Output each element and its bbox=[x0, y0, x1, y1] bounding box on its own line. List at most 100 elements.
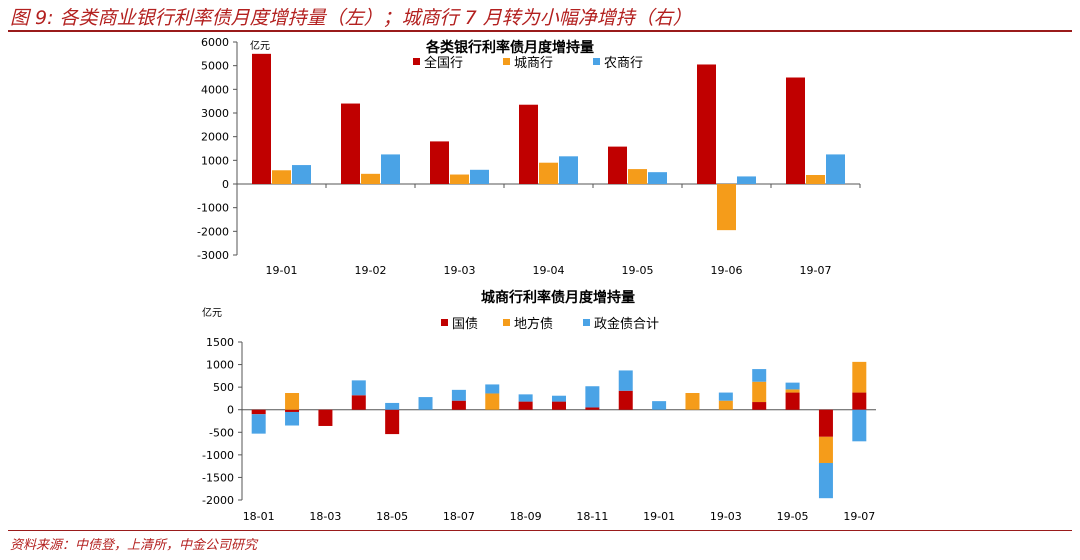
chart1-bar-城商行-19-07 bbox=[806, 175, 825, 184]
chart2-legend-swatch bbox=[441, 319, 448, 326]
chart2-title: 城商行利率债月度增持量 bbox=[481, 289, 635, 306]
chart1-legend-label: 全国行 bbox=[424, 55, 463, 71]
chart1-y-tick-label: 4000 bbox=[201, 83, 229, 96]
chart1-y-tick-label: 1000 bbox=[201, 154, 229, 167]
chart1-bar-全国行-19-05 bbox=[608, 146, 627, 184]
chart2-bar-政金债合计-19-05 bbox=[785, 382, 800, 390]
chart2-y-tick-label: 1000 bbox=[206, 359, 234, 372]
chart1-bar-农商行-19-07 bbox=[826, 154, 845, 184]
chart1-bar-城商行-19-04 bbox=[539, 162, 558, 184]
chart1-bar-全国行-19-01 bbox=[252, 53, 271, 185]
chart1-bar-全国行-19-07 bbox=[786, 77, 805, 184]
chart1-x-tick-label: 19-02 bbox=[355, 264, 387, 277]
chart2-unit-label: 亿元 bbox=[202, 306, 222, 319]
chart1-x-tick-label: 19-01 bbox=[266, 264, 298, 277]
chart2-x-tick-label: 18-09 bbox=[510, 510, 542, 523]
chart2-y-tick-label: -1500 bbox=[202, 471, 234, 484]
source-rule bbox=[8, 530, 1072, 531]
chart1-bar-全国行-19-03 bbox=[430, 141, 449, 184]
chart1-bar-全国行-19-02 bbox=[341, 103, 360, 184]
title-rule bbox=[8, 30, 1072, 32]
chart2-bar-政金债合计-18-01 bbox=[251, 414, 266, 434]
chart2-x-tick-label: 19-03 bbox=[710, 510, 742, 523]
chart1-bar-城商行-19-02 bbox=[361, 173, 380, 184]
chart2-legend-label: 地方债 bbox=[514, 316, 553, 332]
chart2-bar-政金债合计-18-10 bbox=[552, 395, 566, 402]
chart2-bar-地方债-19-05 bbox=[785, 389, 800, 393]
chart1-x-tick-label: 19-07 bbox=[800, 264, 832, 277]
chart1-legend-label: 农商行 bbox=[604, 56, 643, 71]
chart2-y-tick-label: 0 bbox=[227, 404, 234, 417]
chart1-bar-农商行-19-05 bbox=[648, 172, 667, 184]
chart1-unit-label: 亿元 bbox=[250, 39, 270, 52]
chart1-y-tick-label: 2000 bbox=[201, 131, 229, 144]
chart2-y-tick-label: 1500 bbox=[206, 336, 234, 349]
chart1-bar-全国行-19-04 bbox=[519, 104, 538, 184]
chart2-bar-政金债合计-18-05 bbox=[385, 402, 400, 410]
chart2-x-tick-label: 18-07 bbox=[443, 510, 475, 523]
chart2-bar-国债-19-06 bbox=[818, 409, 833, 437]
chart1-title: 各类银行利率债月度增持量 bbox=[425, 39, 594, 56]
chart2-bar-国债-18-02 bbox=[285, 409, 300, 412]
chart2-x-tick-label: 19-01 bbox=[643, 510, 675, 523]
chart2-bar-政金债合计-19-03 bbox=[718, 392, 733, 401]
chart2-x-tick-label: 19-07 bbox=[843, 510, 875, 523]
chart2-bar-政金债合计-19-01 bbox=[652, 401, 667, 410]
chart2-bar-国债-18-12 bbox=[618, 390, 633, 410]
chart2-bar-政金债合计-18-08 bbox=[485, 384, 500, 394]
chart2-bar-国债-19-05 bbox=[785, 392, 800, 410]
chart2-y-tick-label: -1000 bbox=[202, 449, 234, 462]
chart1-bar-城商行-19-01 bbox=[272, 170, 291, 184]
chart2-legend-label: 国债 bbox=[452, 317, 478, 332]
chart1-bar-城商行-19-03 bbox=[450, 174, 469, 184]
chart1-y-tick-label: 6000 bbox=[201, 36, 229, 49]
chart1-bar-农商行-19-04 bbox=[559, 156, 578, 184]
chart2-bar-国债-19-04 bbox=[752, 402, 767, 410]
chart1-y-tick-label: 0 bbox=[222, 178, 229, 191]
chart2-bar-国债-18-04 bbox=[351, 395, 366, 410]
chart2-bar-地方债-19-04 bbox=[752, 381, 767, 403]
chart2-bar-政金债合计-19-06 bbox=[818, 462, 833, 499]
chart1-y-tick-label: 5000 bbox=[201, 60, 229, 73]
chart1-legend-swatch bbox=[593, 58, 600, 65]
chart2-bar-政金债合计-19-07 bbox=[852, 409, 867, 442]
chart2-legend-swatch bbox=[503, 319, 510, 326]
chart2-y-tick-label: -2000 bbox=[202, 494, 234, 507]
chart1-x-tick-label: 19-06 bbox=[711, 264, 743, 277]
chart2-bar-地方债-19-02 bbox=[685, 393, 700, 410]
chart2-x-tick-label: 19-05 bbox=[777, 510, 809, 523]
chart2-bar-政金债合计-18-02 bbox=[285, 411, 300, 426]
chart1-y-tick-label: -3000 bbox=[197, 249, 229, 262]
figure-title: 图 9: 各类商业银行利率债月度增持量（左）；城商行 7 月转为小幅净增持（右） bbox=[10, 7, 692, 29]
chart2-bar-政金债合计-18-09 bbox=[518, 394, 533, 402]
chart2-bar-政金债合计-18-11 bbox=[585, 386, 600, 408]
chart1-y-tick-label: 3000 bbox=[201, 107, 229, 120]
chart2-bar-地方债-18-02 bbox=[285, 393, 300, 410]
chart2-bar-地方债-19-03 bbox=[718, 400, 733, 410]
chart2-bar-国债-18-10 bbox=[552, 401, 566, 410]
chart2-bar-国债-18-11 bbox=[585, 407, 600, 410]
chart1-bar-农商行-19-01 bbox=[292, 165, 311, 184]
chart1-x-tick-label: 19-04 bbox=[533, 264, 565, 277]
chart1-y-tick-label: -2000 bbox=[197, 225, 229, 238]
chart2-bar-国债-19-07 bbox=[852, 392, 867, 410]
chart2-legend-label: 政金债合计 bbox=[594, 316, 659, 332]
chart2-bar-地方债-19-06 bbox=[818, 436, 833, 463]
chart1-x-tick-label: 19-03 bbox=[444, 264, 476, 277]
chart2-bar-政金债合计-18-12 bbox=[618, 370, 633, 391]
chart1-legend-swatch bbox=[413, 58, 420, 65]
chart2-bar-国债-18-01 bbox=[251, 409, 266, 415]
chart2-bar-国债-18-03 bbox=[318, 409, 333, 426]
chart2-bar-政金债合计-18-07 bbox=[451, 389, 466, 401]
chart1-y-tick-label: -1000 bbox=[197, 202, 229, 215]
chart2-bar-地方债-19-07 bbox=[852, 361, 867, 393]
chart2-x-tick-label: 18-03 bbox=[309, 510, 341, 523]
chart1-bar-农商行-19-03 bbox=[470, 169, 489, 184]
source-note: 资料来源：中债登，上清所，中金公司研究 bbox=[10, 538, 258, 553]
chart1-bar-农商行-19-02 bbox=[381, 154, 400, 184]
chart2-bar-国债-18-07 bbox=[451, 400, 466, 410]
chart2-bar-政金债合计-19-04 bbox=[752, 369, 767, 382]
chart2-legend-swatch bbox=[583, 319, 590, 326]
